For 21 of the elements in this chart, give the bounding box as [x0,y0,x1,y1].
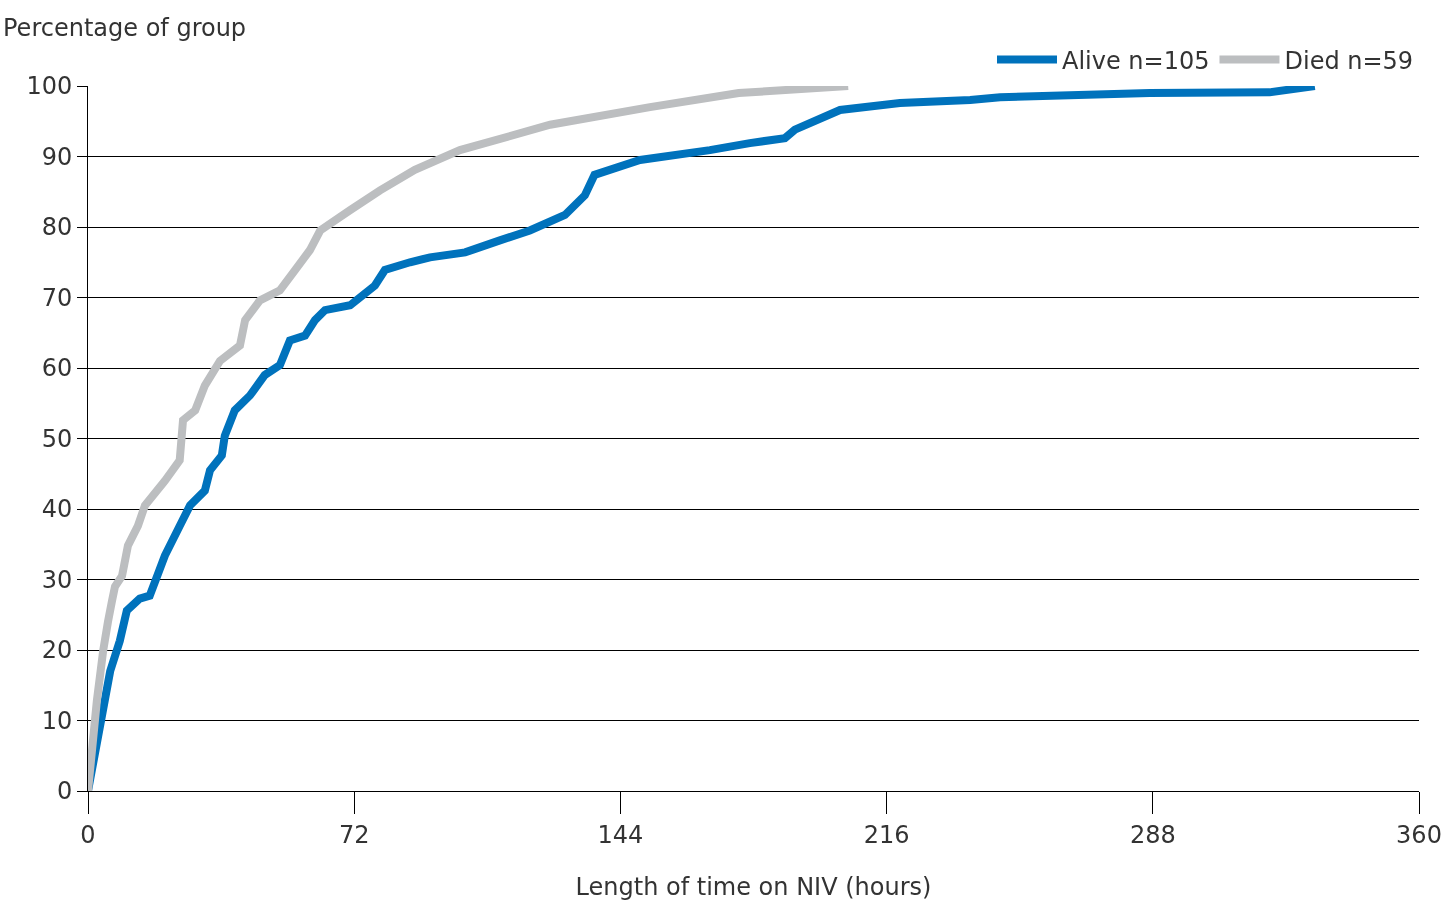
legend-label: Died n=59 [1284,46,1414,75]
x-tick-label: 0 [80,820,96,849]
x-tick-label: 216 [863,820,910,849]
y-axis-title: Percentage of group [3,14,247,42]
x-tick-label: 72 [338,820,370,849]
x-axis-title: Length of time on NIV (hours) [575,873,932,902]
y-tick-label: 50 [41,424,73,453]
y-tick-label: 30 [41,565,73,594]
legend-label: Alive n=105 [1062,46,1210,75]
y-tick-label: 0 [56,777,73,806]
x-tick-label: 144 [597,820,644,849]
y-tick-label: 80 [41,213,73,242]
x-tick-label: 288 [1129,820,1176,849]
y-tick-label: 60 [41,354,73,383]
y-tick-label: 10 [41,706,73,735]
y-tick-label: 20 [41,636,73,665]
x-tick-label: 360 [1396,820,1442,849]
y-tick-label: 70 [41,283,73,312]
y-tick-label: 90 [41,142,73,171]
y-tick-label: 40 [41,495,73,524]
y-tick-label: 100 [26,72,73,101]
